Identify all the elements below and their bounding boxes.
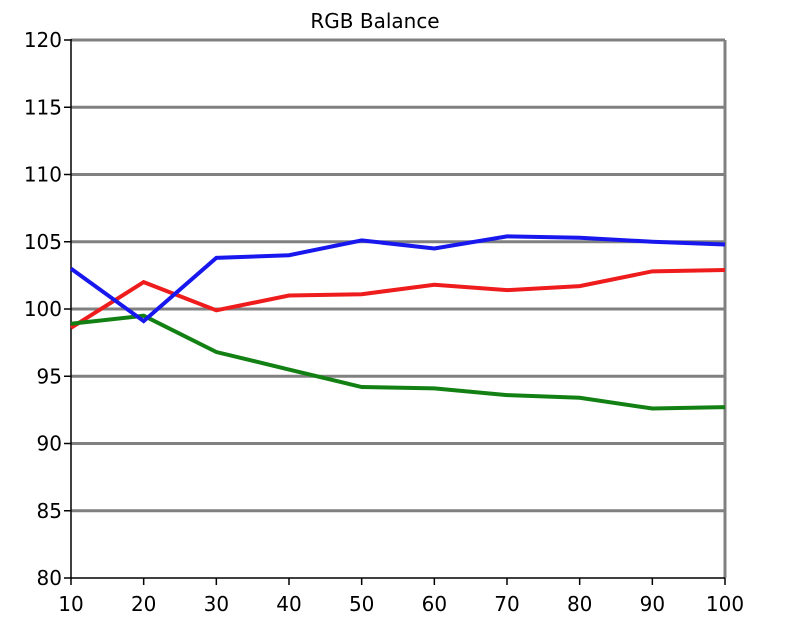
y-tick-label: 110: [24, 163, 62, 187]
y-tick-label: 100: [24, 297, 62, 321]
y-tick-label: 85: [37, 499, 62, 523]
x-tick-label: 60: [422, 592, 447, 616]
tick-labels: 80 85 90 95 100 105 110 115 120 10 20 30 40 50 60 70 80 9…: [24, 28, 744, 616]
x-tick-label: 100: [706, 592, 744, 616]
y-tick-label: 90: [37, 432, 62, 456]
series-lines: [69, 234, 726, 411]
y-tick-label: 80: [37, 566, 62, 590]
series-line-1: [70, 313, 726, 411]
x-tick-label: 40: [276, 592, 301, 616]
y-tick-label: 120: [24, 28, 62, 52]
x-tick-label: 90: [640, 592, 665, 616]
x-tick-label: 20: [131, 592, 156, 616]
grid-lines: [71, 38, 727, 578]
x-tick-label: 80: [567, 592, 592, 616]
chart-title: RGB Balance: [310, 9, 439, 33]
x-tick-label: 30: [204, 592, 229, 616]
x-tick-label: 10: [58, 592, 83, 616]
y-tick-label: 95: [37, 364, 62, 388]
y-tick-label: 105: [24, 230, 62, 254]
y-tick-label: 115: [24, 95, 62, 119]
axes: [64, 39, 726, 585]
series-line-2: [69, 234, 726, 324]
x-tick-label: 70: [494, 592, 519, 616]
series-line-0: [69, 267, 726, 330]
x-tick-label: 50: [349, 592, 374, 616]
